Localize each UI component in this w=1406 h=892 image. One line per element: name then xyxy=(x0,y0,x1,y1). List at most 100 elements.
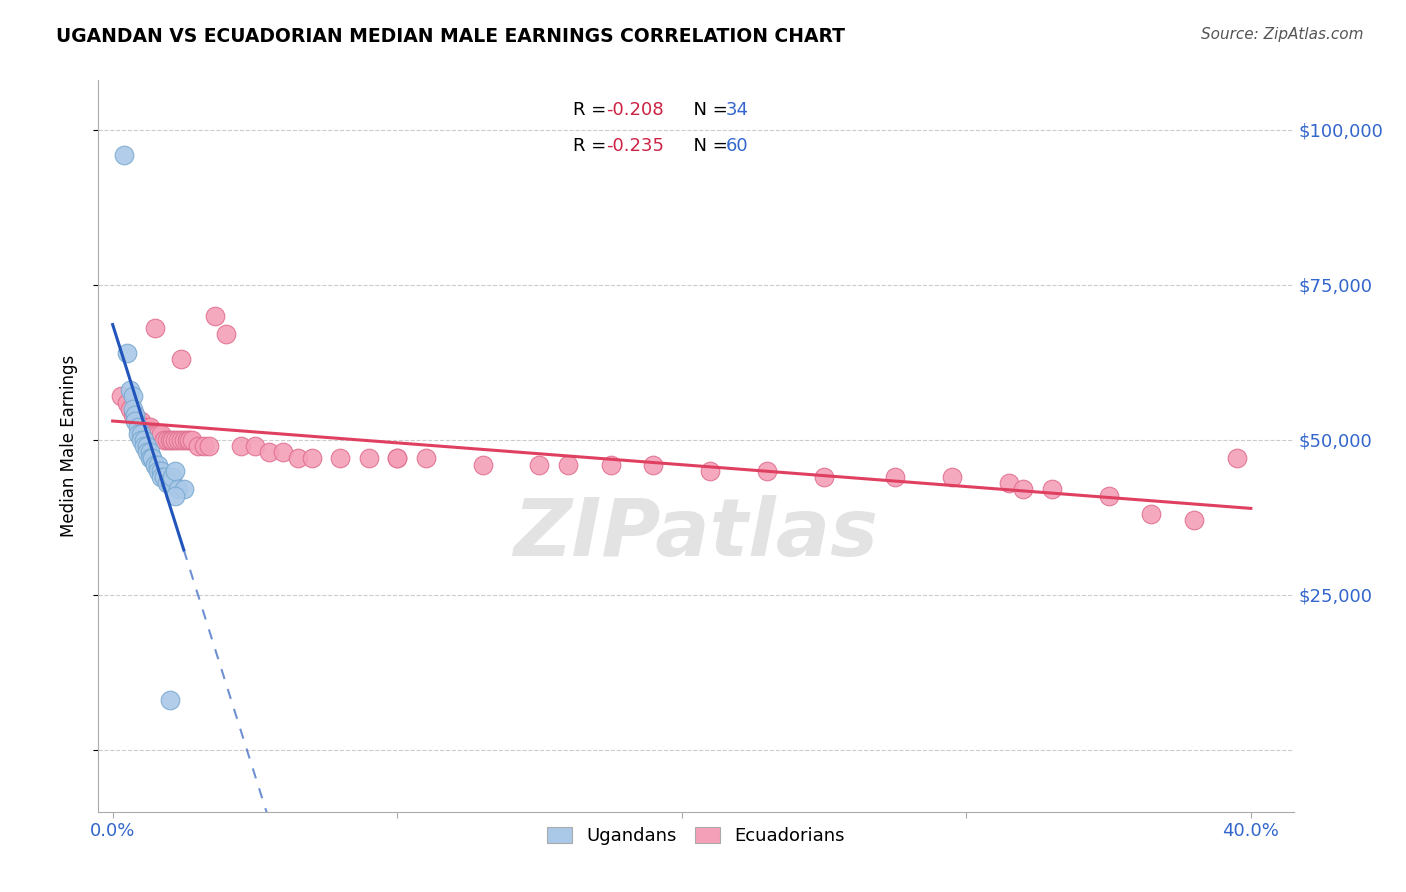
Point xyxy=(193,439,215,453)
Point xyxy=(273,445,295,459)
Point xyxy=(529,458,551,472)
Point xyxy=(138,451,160,466)
Text: N =: N = xyxy=(682,101,733,119)
Point xyxy=(135,439,157,453)
Point xyxy=(813,470,835,484)
Point xyxy=(162,470,184,484)
Point xyxy=(173,483,195,497)
Point xyxy=(167,433,190,447)
Point xyxy=(138,445,160,459)
Point xyxy=(143,458,166,472)
Point xyxy=(165,489,187,503)
Point xyxy=(756,464,779,478)
Point xyxy=(153,470,176,484)
Text: R =: R = xyxy=(572,137,612,155)
Legend: Ugandans, Ecuadorians: Ugandans, Ecuadorians xyxy=(537,818,855,854)
Text: 34: 34 xyxy=(725,101,749,119)
Point xyxy=(129,414,152,428)
Point xyxy=(162,433,184,447)
Point xyxy=(176,433,198,447)
Point xyxy=(215,327,238,342)
Point xyxy=(148,426,170,441)
Point xyxy=(643,458,665,472)
Point xyxy=(148,464,170,478)
Point xyxy=(150,426,173,441)
Point xyxy=(1012,483,1035,497)
Point xyxy=(329,451,352,466)
Point xyxy=(471,458,494,472)
Point xyxy=(173,433,195,447)
Point xyxy=(170,352,193,367)
Point xyxy=(204,309,226,323)
Point xyxy=(132,433,155,447)
Point xyxy=(156,433,179,447)
Point xyxy=(150,470,173,484)
Point xyxy=(1040,483,1063,497)
Point xyxy=(257,445,280,459)
Point xyxy=(159,476,181,491)
Point xyxy=(129,426,152,441)
Point xyxy=(141,451,163,466)
Point xyxy=(699,464,721,478)
Text: -0.208: -0.208 xyxy=(606,101,664,119)
Text: R =: R = xyxy=(572,101,612,119)
Point xyxy=(110,389,132,403)
Point xyxy=(159,433,181,447)
Point xyxy=(153,433,176,447)
Point xyxy=(150,464,173,478)
Point xyxy=(198,439,221,453)
Point xyxy=(124,414,146,428)
Point xyxy=(143,426,166,441)
Text: 60: 60 xyxy=(725,137,748,155)
Point xyxy=(415,451,437,466)
Y-axis label: Median Male Earnings: Median Male Earnings xyxy=(59,355,77,537)
Point xyxy=(884,470,907,484)
Point xyxy=(287,451,309,466)
Point xyxy=(127,420,149,434)
Point xyxy=(143,321,166,335)
Point xyxy=(243,439,266,453)
Point xyxy=(143,458,166,472)
Point xyxy=(127,426,149,441)
Point xyxy=(167,483,190,497)
Point xyxy=(138,420,160,434)
Text: Source: ZipAtlas.com: Source: ZipAtlas.com xyxy=(1201,27,1364,42)
Point xyxy=(941,470,963,484)
Text: ZIPatlas: ZIPatlas xyxy=(513,495,879,573)
Point xyxy=(127,414,149,428)
Point xyxy=(187,439,209,453)
Point xyxy=(1182,513,1205,527)
Point xyxy=(357,451,380,466)
Point xyxy=(115,395,138,409)
Point xyxy=(179,433,201,447)
Point xyxy=(165,433,187,447)
Point xyxy=(148,458,170,472)
Point xyxy=(129,433,152,447)
Point xyxy=(121,389,143,403)
Point xyxy=(132,420,155,434)
Point xyxy=(156,476,179,491)
Point xyxy=(124,408,146,422)
Point xyxy=(165,464,187,478)
Point xyxy=(118,383,141,397)
Point xyxy=(121,401,143,416)
Point xyxy=(229,439,252,453)
Point xyxy=(301,451,323,466)
Point xyxy=(135,420,157,434)
Point xyxy=(135,445,157,459)
Point xyxy=(1097,489,1119,503)
Text: N =: N = xyxy=(682,137,733,155)
Point xyxy=(118,401,141,416)
Point xyxy=(159,693,181,707)
Point xyxy=(998,476,1021,491)
Point xyxy=(115,346,138,360)
Point xyxy=(181,433,204,447)
Point xyxy=(170,433,193,447)
Point xyxy=(385,451,409,466)
Point xyxy=(557,458,579,472)
Point xyxy=(141,451,163,466)
Point xyxy=(132,439,155,453)
Point xyxy=(141,426,163,441)
Point xyxy=(124,408,146,422)
Point xyxy=(1226,451,1249,466)
